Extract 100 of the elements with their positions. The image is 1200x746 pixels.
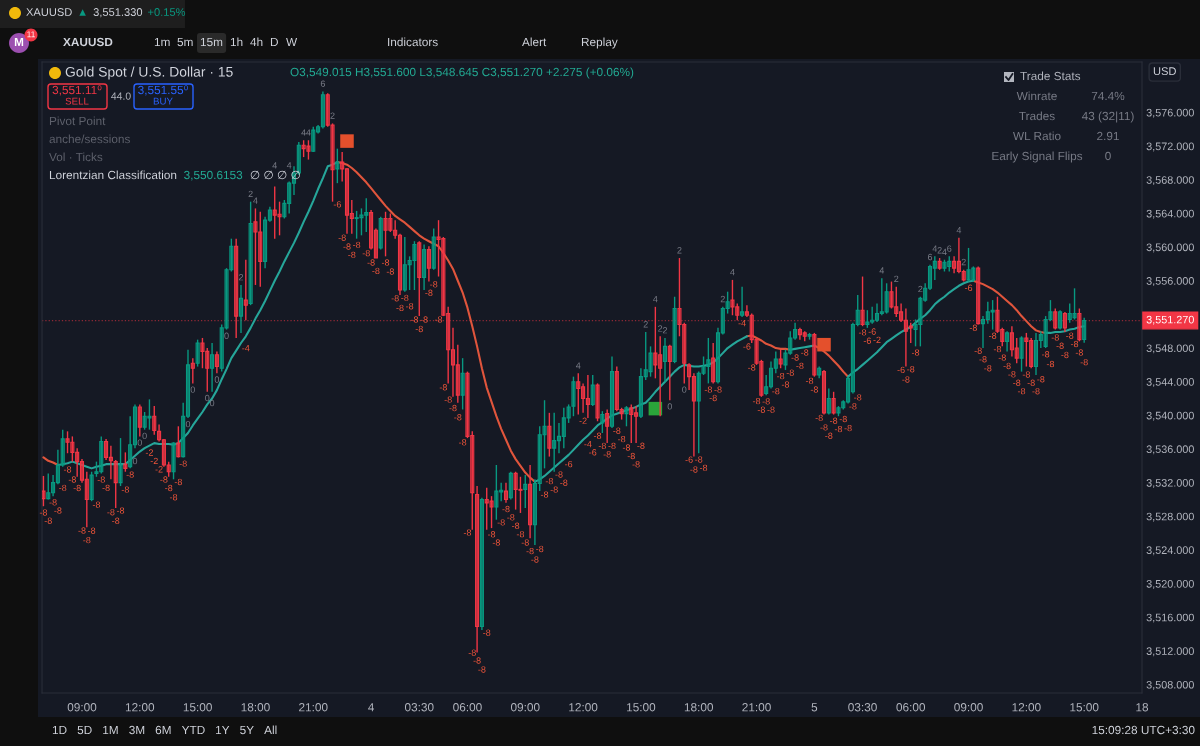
candlestick [576,372,581,416]
text: 6 [320,80,326,87]
candlestick [1043,315,1048,349]
text: -8 [762,398,770,405]
text: -8 [849,403,857,410]
candlestick [195,338,200,368]
y-tick-label: 3,548.000 [1146,344,1194,354]
text: 15:09:28 UTC+3:30 [1092,725,1195,735]
candlestick [277,200,282,237]
candlestick [778,349,783,369]
candlestick [89,471,94,502]
text: 2 [238,274,244,281]
text: -8 [714,386,722,393]
y-tick-label: 3,512.000 [1146,647,1194,657]
candlestick [161,438,166,468]
candlestick [248,200,253,306]
text: XAUUSD [26,8,72,16]
text: -2 [155,466,163,473]
text: -8 [752,397,761,405]
text: -8 [406,303,414,310]
candlestick [118,437,123,487]
candlestick [846,375,851,405]
candlestick [1019,335,1024,373]
candlestick [460,357,465,411]
x-tick-label: 12:00 [125,703,155,712]
candlestick [638,367,643,419]
text: -8 [695,456,703,463]
candlestick [667,343,672,401]
candlestick [397,232,403,296]
text: -8 [608,442,616,450]
candlestick [1029,337,1034,369]
text: Alert [522,37,547,47]
text: -8 [521,539,529,546]
text: -8 [439,384,447,391]
text: -8 [560,479,568,486]
candlestick [132,403,138,449]
candlestick [927,264,933,291]
y-tick-label: 3,572.000 [1146,142,1194,152]
candlestick [826,387,831,416]
candlestick [190,357,195,385]
x-tick-label: 09:00 [67,703,97,712]
candlestick [995,296,1000,334]
text: 1h [230,37,243,47]
annotation: 3,551.11⁰ [52,85,102,96]
x-tick-label: 12:00 [1012,703,1041,712]
candlestick [311,126,316,153]
text: -8 [844,424,852,432]
annotation: Early Signal Flips [992,151,1083,163]
chart-subtitle: O3,549.015 H3,551.600 L3,548.645 C3,551.270 +2.275 (+0.06%) [290,67,634,79]
x-tick-label: 18 [1136,703,1149,712]
y-tick-label: 3,508.000 [1146,680,1194,690]
candlestick [147,398,152,431]
text: 4 [956,226,962,234]
text: -8 [767,406,775,413]
candlestick [720,306,725,336]
text: -8 [545,477,553,485]
text: -6 [743,343,751,350]
text: -8 [989,332,997,339]
text: 4 [730,269,735,276]
candlestick [99,435,104,475]
text: Indicators [388,37,438,47]
annotation: BUY [153,97,173,105]
candlestick [128,415,133,470]
text: -8 [979,356,987,363]
candlestick [325,92,330,128]
text: ▲ [79,9,86,16]
text: -8 [116,507,125,514]
text: -8 [59,484,67,492]
x-tick-label: 5 [811,703,818,712]
text: 5D [77,725,92,735]
candlestick [369,209,374,251]
annotation: SELL [65,97,89,105]
candlestick [918,296,923,348]
text: -8 [92,501,101,508]
annotation: WL Ratio [1013,131,1061,141]
candlestick [104,438,109,461]
y-tick-label: 3,576.000 [1146,108,1194,118]
candlestick [528,464,533,539]
candlestick [759,359,764,398]
text: -8 [1051,334,1059,341]
text: -8 [593,432,602,439]
candlestick [1062,311,1067,333]
candlestick [932,255,937,281]
text: -8 [121,486,129,493]
text: -8 [1056,342,1064,349]
text: 2 [330,112,335,119]
x-tick-label: 21:00 [299,703,328,712]
candlestick [749,312,754,344]
candlestick [455,343,460,404]
candlestick [715,327,721,385]
candlestick [205,347,210,393]
candlestick [210,342,215,393]
text: -8 [786,369,794,376]
candlestick [508,471,513,501]
text: -8 [410,316,419,323]
y-tick-label: 3,520.000 [1146,579,1194,589]
text: 0 [190,386,195,393]
text: -8 [550,486,558,493]
text: -8 [473,657,481,664]
text: -8 [487,531,496,538]
